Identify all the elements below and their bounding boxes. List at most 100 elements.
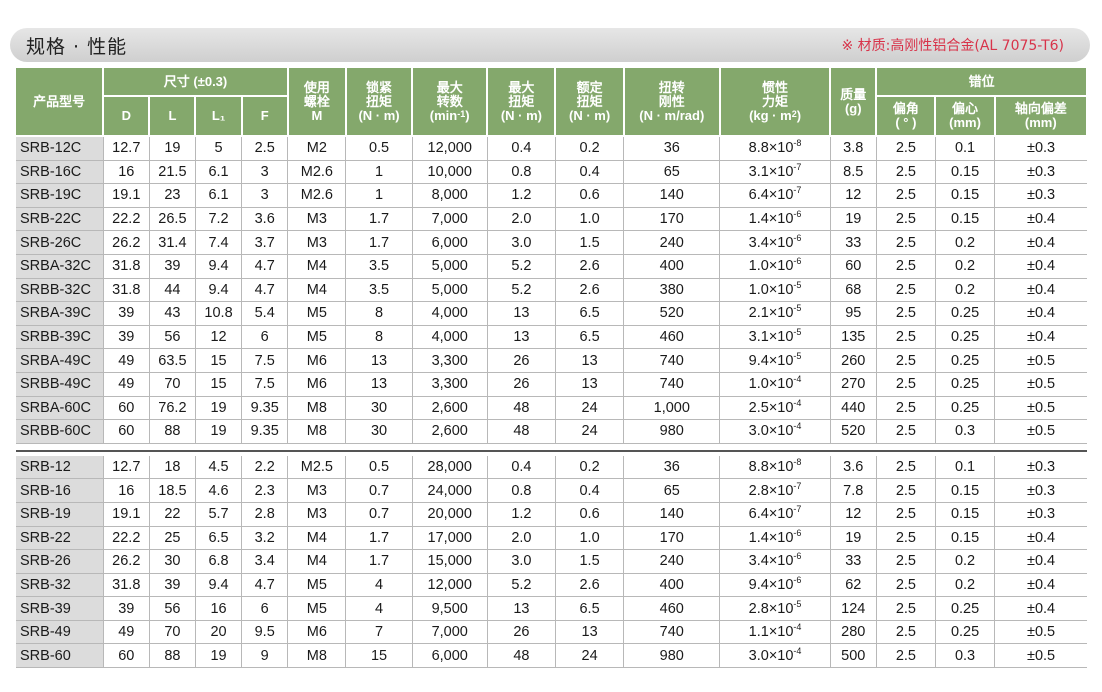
- cell-lock: 1.7: [345, 549, 413, 574]
- cell-maxT: 48: [487, 643, 556, 669]
- cell-L: 25: [149, 526, 196, 551]
- table-row: SRBA-39C 39 43 10.8 5.4 M5 8 4,000 13 6.5 520 2.1×1…: [16, 301, 1087, 326]
- cell-stiff: 140: [623, 502, 721, 527]
- cell-lock: 8: [345, 325, 413, 350]
- cell-D: 39: [103, 301, 150, 326]
- cell-inertia: 2.8×10-5: [719, 596, 831, 621]
- cell-mass: 8.5: [830, 160, 877, 185]
- cell-ang: 2.5: [876, 230, 936, 255]
- cell-par: 0.2: [935, 573, 996, 598]
- cell-L: 18: [149, 455, 196, 480]
- cell-L1: 19: [195, 643, 243, 669]
- cell-ratedT: 0.6: [555, 183, 625, 208]
- cell-inertia: 3.4×10-6: [719, 549, 831, 574]
- cell-model: SRBA-49C: [16, 348, 104, 373]
- cell-L1: 7.4: [195, 230, 243, 255]
- cell-D: 22.2: [103, 207, 150, 232]
- cell-model: SRBB-39C: [16, 325, 104, 350]
- cell-axial: ±0.4: [994, 325, 1087, 350]
- cell-ratedT: 13: [555, 620, 625, 645]
- cell-maxT: 0.4: [487, 136, 556, 161]
- cell-L: 23: [149, 183, 196, 208]
- cell-model: SRBA-32C: [16, 254, 104, 279]
- cell-L1: 5.7: [195, 502, 243, 527]
- cell-ratedT: 1.5: [555, 549, 625, 574]
- table-row: SRB-22C 22.2 26.5 7.2 3.6 M3 1.7 7,000 2.0 1.0 170…: [16, 207, 1087, 232]
- cell-F: 2.3: [241, 478, 289, 503]
- cell-F: 2.5: [241, 136, 289, 161]
- cell-axial: ±0.3: [994, 136, 1087, 161]
- cell-stiff: 240: [623, 549, 721, 574]
- cell-ratedT: 0.2: [555, 455, 625, 480]
- cell-par: 0.15: [935, 502, 996, 527]
- cell-stiff: 980: [623, 419, 721, 444]
- cell-ang: 2.5: [876, 502, 936, 527]
- cell-par: 0.25: [935, 372, 996, 397]
- cell-speed: 15,000: [412, 549, 488, 574]
- cell-model: SRB-16: [16, 478, 104, 503]
- cell-axial: ±0.3: [994, 183, 1087, 208]
- cell-ang: 2.5: [876, 455, 936, 480]
- cell-lock: 1.7: [345, 207, 413, 232]
- cell-lock: 13: [345, 372, 413, 397]
- cell-D: 26.2: [103, 549, 150, 574]
- cell-inertia: 9.4×10-6: [719, 573, 831, 598]
- cell-par: 0.25: [935, 620, 996, 645]
- cell-axial: ±0.4: [994, 254, 1087, 279]
- cell-bolt: M4: [287, 254, 347, 279]
- cell-inertia: 1.4×10-6: [719, 207, 831, 232]
- cell-inertia: 2.8×10-7: [719, 478, 831, 503]
- cell-par: 0.15: [935, 478, 996, 503]
- cell-F: 3.6: [241, 207, 289, 232]
- cell-speed: 20,000: [412, 502, 488, 527]
- cell-maxT: 3.0: [487, 549, 556, 574]
- cell-axial: ±0.5: [994, 419, 1087, 444]
- cell-speed: 5,000: [412, 254, 488, 279]
- cell-bolt: M2.5: [287, 455, 347, 480]
- cell-maxT: 48: [487, 396, 556, 421]
- cell-ang: 2.5: [876, 207, 936, 232]
- table-row: SRB-22 22.2 25 6.5 3.2 M4 1.7 17,000 2.0 1.0 170 1.…: [16, 526, 1087, 551]
- cell-axial: ±0.3: [994, 502, 1087, 527]
- cell-lock: 3.5: [345, 254, 413, 279]
- cell-ratedT: 0.4: [555, 160, 625, 185]
- cell-stiff: 65: [623, 478, 721, 503]
- cell-model: SRB-26C: [16, 230, 104, 255]
- cell-stiff: 36: [623, 136, 721, 161]
- header-max-speed: 最大 转数 (min-1): [412, 68, 489, 137]
- header-L: L: [149, 96, 197, 137]
- cell-ang: 2.5: [876, 419, 936, 444]
- cell-axial: ±0.5: [994, 620, 1087, 645]
- cell-lock: 30: [345, 419, 413, 444]
- header-model: 产品型号: [16, 68, 105, 137]
- material-note: ※ 材质:高刚性铝合金(AL 7075-T6): [841, 38, 1064, 54]
- cell-D: 12.7: [103, 455, 150, 480]
- cell-par: 0.2: [935, 254, 996, 279]
- cell-D: 49: [103, 372, 150, 397]
- cell-model: SRB-60: [16, 643, 104, 669]
- cell-inertia: 6.4×10-7: [719, 183, 831, 208]
- table-row: SRB-32 31.8 39 9.4 4.7 M5 4 12,000 5.2 2.6 400 9.4×…: [16, 573, 1087, 598]
- cell-lock: 4: [345, 596, 413, 621]
- cell-D: 19.1: [103, 502, 150, 527]
- cell-ang: 2.5: [876, 348, 936, 373]
- cell-bolt: M4: [287, 549, 347, 574]
- cell-stiff: 400: [623, 254, 721, 279]
- cell-F: 6: [241, 596, 289, 621]
- cell-par: 0.25: [935, 325, 996, 350]
- cell-speed: 6,000: [412, 643, 488, 669]
- cell-axial: ±0.4: [994, 278, 1087, 303]
- cell-ratedT: 6.5: [555, 325, 625, 350]
- cell-model: SRB-22: [16, 526, 104, 551]
- cell-bolt: M5: [287, 596, 347, 621]
- cell-D: 31.8: [103, 573, 150, 598]
- cell-axial: ±0.4: [994, 549, 1087, 574]
- cell-F: 4.7: [241, 254, 289, 279]
- cell-mass: 62: [830, 573, 877, 598]
- cell-bolt: M3: [287, 230, 347, 255]
- cell-par: 0.15: [935, 207, 996, 232]
- cell-par: 0.1: [935, 455, 996, 480]
- cell-model: SRB-49: [16, 620, 104, 645]
- cell-L: 70: [149, 620, 196, 645]
- cell-axial: ±0.4: [994, 207, 1087, 232]
